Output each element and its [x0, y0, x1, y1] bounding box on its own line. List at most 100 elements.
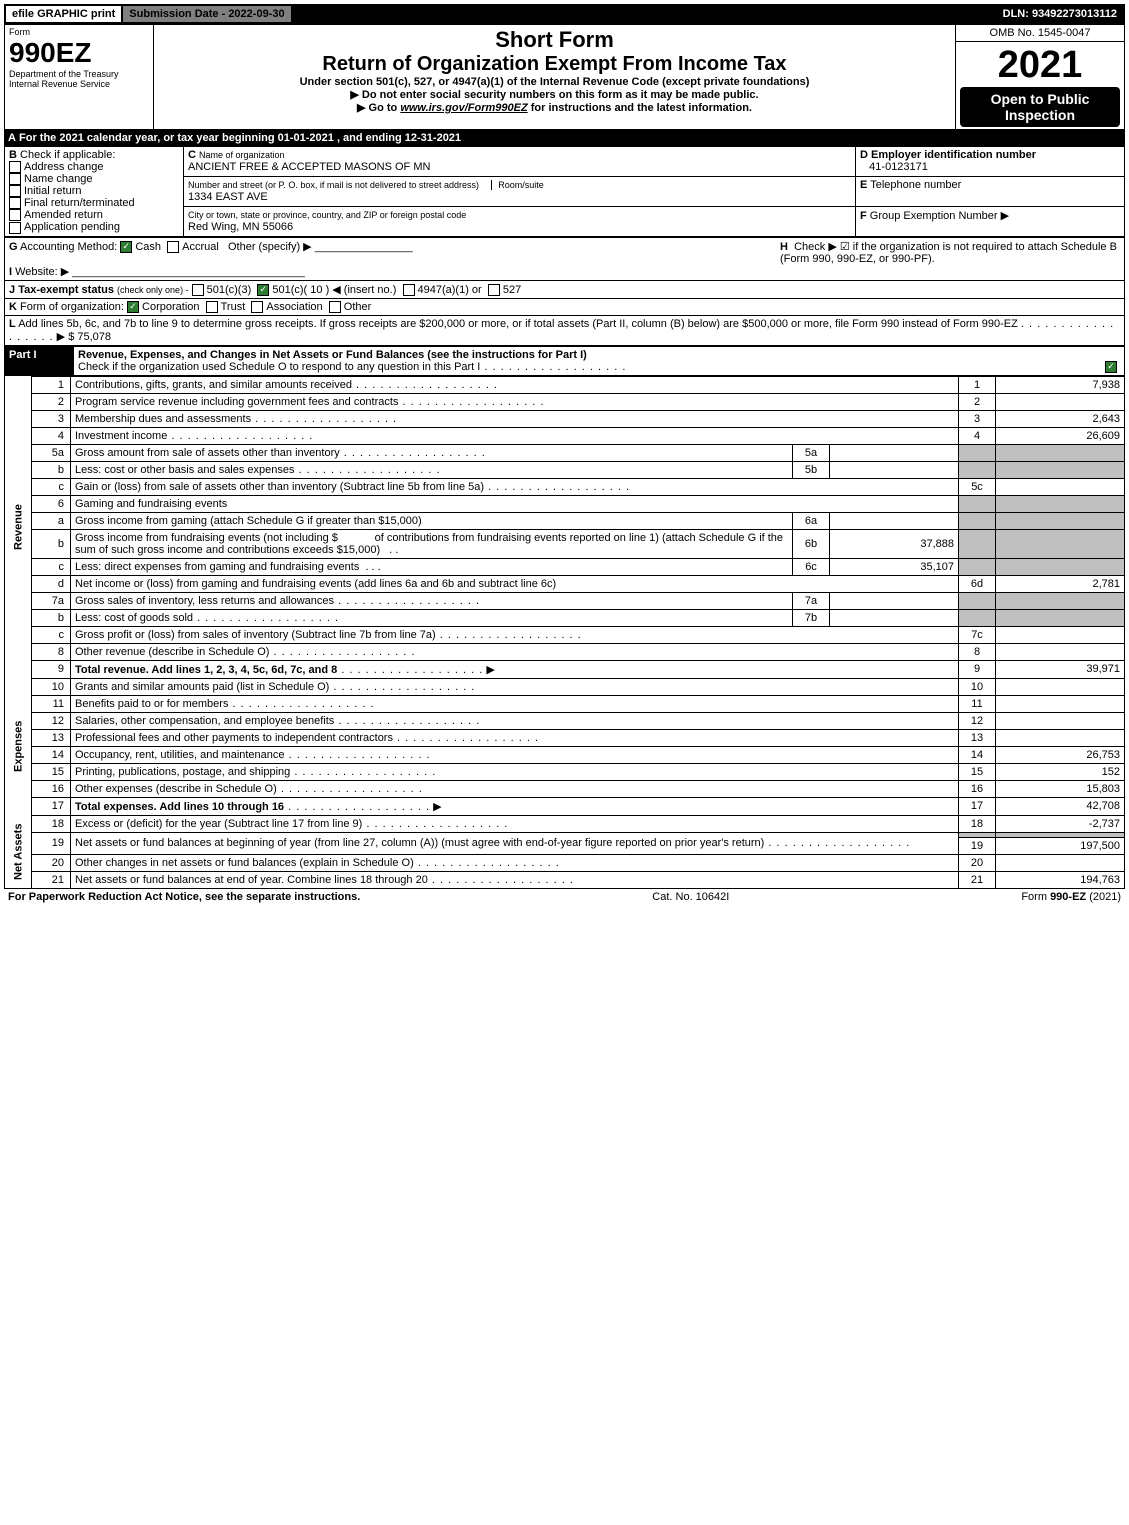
line-6d-num: d	[32, 575, 71, 592]
revenue-section-label: Revenue	[12, 504, 24, 550]
line-18-rn: 18	[959, 815, 996, 832]
line-1-rn: 1	[959, 376, 996, 393]
checkbox-4947a1[interactable]	[403, 284, 415, 296]
line-6c-midv: 35,107	[830, 558, 959, 575]
line-5c-rn: 5c	[959, 478, 996, 495]
omb-number: OMB No. 1545-0047	[960, 27, 1120, 39]
line-13-text: Professional fees and other payments to …	[75, 732, 393, 744]
submission-date: Submission Date - 2022-09-30	[123, 6, 292, 22]
line-7b-text: Less: cost of goods sold	[75, 612, 193, 624]
goto-suffix: for instructions and the latest informat…	[531, 102, 752, 114]
checkbox-cash[interactable]: ✓	[120, 241, 132, 253]
checkbox-527[interactable]	[488, 284, 500, 296]
sections-g-l: G Accounting Method: ✓Cash Accrual Other…	[4, 237, 1125, 346]
section-a-text: For the 2021 calendar year, or tax year …	[19, 132, 461, 144]
line-5a-mid: 5a	[793, 444, 830, 461]
expenses-section-label: Expenses	[12, 721, 24, 772]
line-7b-mid: 7b	[793, 609, 830, 626]
section-b-label: Check if applicable:	[20, 149, 115, 161]
room-label: Room/suite	[491, 180, 544, 190]
line-10-num: 10	[32, 678, 71, 695]
tax-year: 2021	[960, 44, 1120, 87]
checkbox-final-return[interactable]	[9, 197, 21, 209]
checkbox-501c[interactable]: ✓	[257, 284, 269, 296]
line-21-rn: 21	[959, 871, 996, 888]
form-word: Form	[9, 27, 149, 37]
line-18-value: -2,737	[996, 815, 1125, 832]
group-exemption-label: Group Exemption Number	[870, 210, 998, 222]
checkbox-trust[interactable]	[206, 301, 218, 313]
checkbox-501c3[interactable]	[192, 284, 204, 296]
accounting-method-label: Accounting Method:	[20, 241, 117, 253]
checkbox-address-change[interactable]	[9, 161, 21, 173]
checkbox-initial-return[interactable]	[9, 185, 21, 197]
line-15-text: Printing, publications, postage, and shi…	[75, 766, 290, 778]
line-8-value	[996, 643, 1125, 660]
checkbox-schedule-o-used[interactable]: ✓	[1105, 361, 1117, 373]
checkbox-amended-return[interactable]	[9, 209, 21, 221]
line-15-rn: 15	[959, 763, 996, 780]
line-5b-num: b	[32, 461, 71, 478]
form-org-label: Form of organization:	[20, 301, 124, 313]
checkbox-corporation[interactable]: ✓	[127, 301, 139, 313]
line-17-rn: 17	[959, 797, 996, 815]
checkbox-other-org[interactable]	[329, 301, 341, 313]
line-21-num: 21	[32, 871, 71, 888]
line-5c-num: c	[32, 478, 71, 495]
line-6a-text: Gross income from gaming (attach Schedul…	[75, 515, 422, 527]
opt-application-pending: Application pending	[24, 221, 120, 233]
line-19-text: Net assets or fund balances at beginning…	[75, 837, 764, 849]
line-2-num: 2	[32, 393, 71, 410]
line-9-value: 39,971	[996, 660, 1125, 678]
line-9-text: Total revenue. Add lines 1, 2, 3, 4, 5c,…	[75, 664, 337, 676]
line-11-value	[996, 695, 1125, 712]
line-16-rn: 16	[959, 780, 996, 797]
form-subtitle-1: Under section 501(c), 527, or 4947(a)(1)…	[158, 76, 951, 88]
page-footer: For Paperwork Reduction Act Notice, see …	[4, 889, 1125, 905]
line-12-rn: 12	[959, 712, 996, 729]
line-14-text: Occupancy, rent, utilities, and maintena…	[75, 749, 285, 761]
part-1-header: Part I Revenue, Expenses, and Changes in…	[4, 346, 1125, 376]
form-header: Form 990EZ Department of the Treasury In…	[4, 24, 1125, 130]
addr-label: Number and street (or P. O. box, if mail…	[188, 180, 479, 190]
checkbox-association[interactable]	[251, 301, 263, 313]
line-6b-num: b	[32, 529, 71, 558]
city-label: City or town, state or province, country…	[188, 210, 466, 220]
line-6b-midv: 37,888	[830, 529, 959, 558]
line-16-text: Other expenses (describe in Schedule O)	[75, 783, 277, 795]
line-17-num: 17	[32, 797, 71, 815]
line-12-num: 12	[32, 712, 71, 729]
line-5a-midv	[830, 444, 959, 461]
line-10-rn: 10	[959, 678, 996, 695]
line-3-num: 3	[32, 410, 71, 427]
line-6c-mid: 6c	[793, 558, 830, 575]
checkbox-application-pending[interactable]	[9, 222, 21, 234]
addr-value: 1334 EAST AVE	[188, 191, 268, 203]
irs-link[interactable]: www.irs.gov/Form990EZ	[400, 102, 527, 114]
line-6a-mid: 6a	[793, 512, 830, 529]
efile-graphic-print[interactable]: efile GRAPHIC print	[6, 6, 123, 22]
line-21-value: 194,763	[996, 871, 1125, 888]
line-1-text: Contributions, gifts, grants, and simila…	[75, 379, 352, 391]
opt-initial-return: Initial return	[24, 185, 81, 197]
line-7c-value	[996, 626, 1125, 643]
footer-right: Form 990-EZ (2021)	[1021, 891, 1121, 903]
line-8-rn: 8	[959, 643, 996, 660]
checkbox-accrual[interactable]	[167, 241, 179, 253]
website-label: Website:	[15, 266, 58, 278]
line-20-rn: 20	[959, 854, 996, 871]
line-11-num: 11	[32, 695, 71, 712]
line-9-num: 9	[32, 660, 71, 678]
line-6a-midv	[830, 512, 959, 529]
line-7a-num: 7a	[32, 592, 71, 609]
checkbox-name-change[interactable]	[9, 173, 21, 185]
opt-association: Association	[266, 301, 322, 313]
opt-trust: Trust	[221, 301, 246, 313]
line-20-value	[996, 854, 1125, 871]
line-5b-text: Less: cost or other basis and sales expe…	[75, 464, 295, 476]
line-6b-text1: Gross income from fundraising events (no…	[75, 532, 338, 544]
tax-exempt-note: (check only one) -	[117, 285, 189, 295]
line-7c-rn: 7c	[959, 626, 996, 643]
line-19-rn: 19	[959, 837, 996, 854]
footer-mid: Cat. No. 10642I	[652, 891, 729, 903]
